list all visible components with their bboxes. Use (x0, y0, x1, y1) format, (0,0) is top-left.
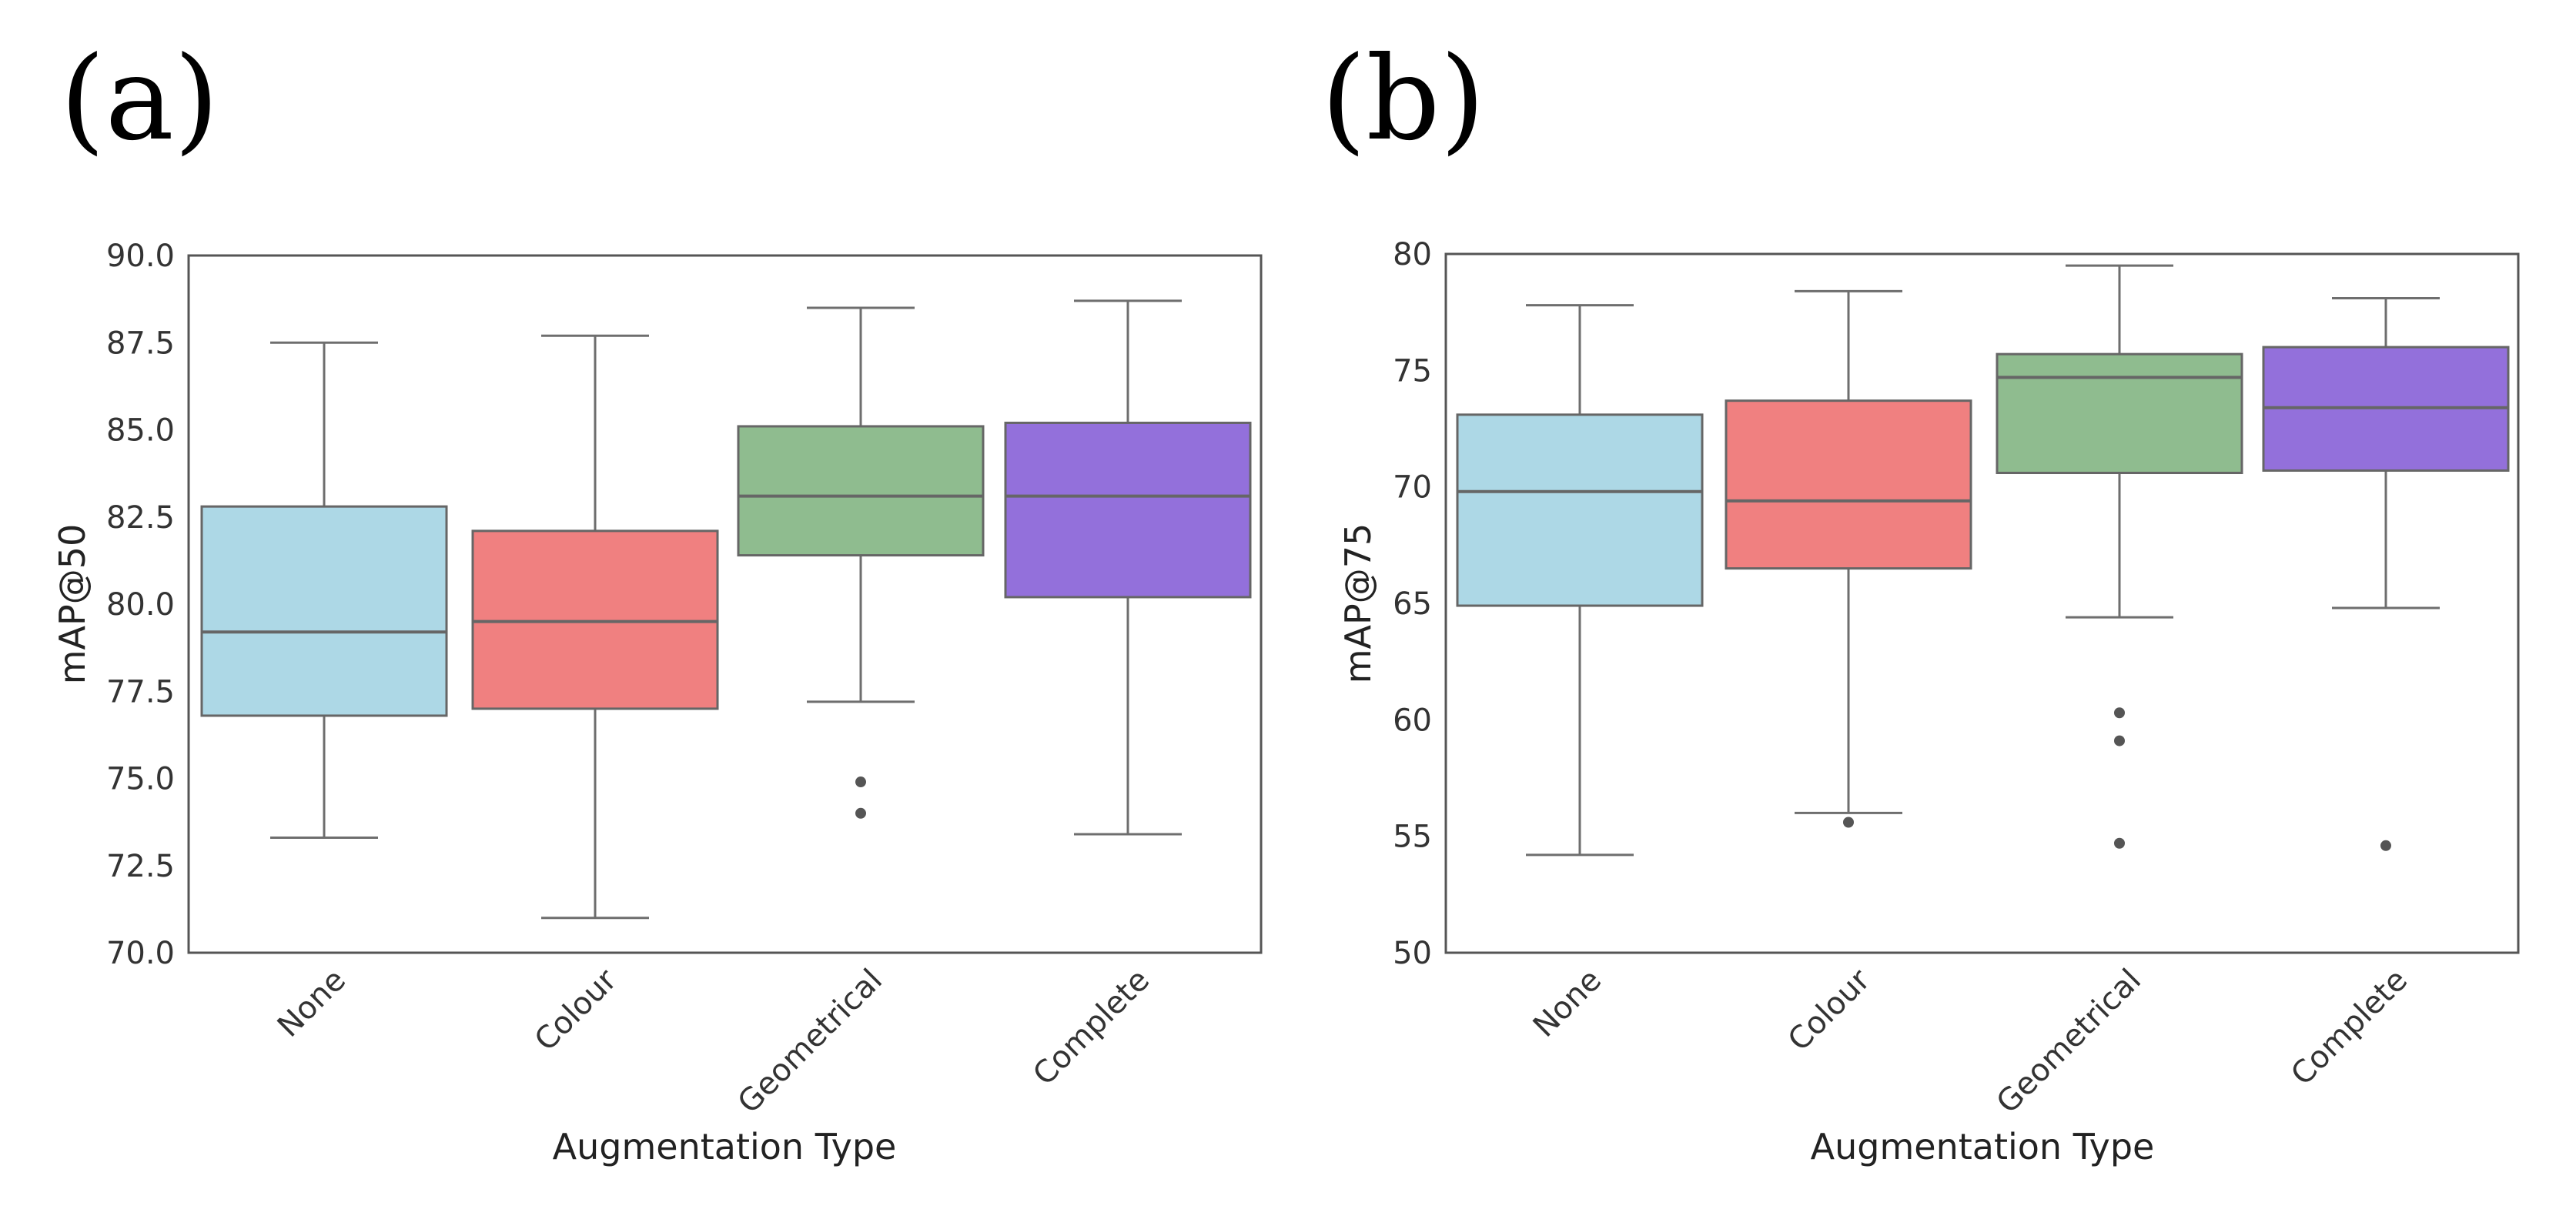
panel-b-y-tick-label: 50 (1393, 936, 1432, 971)
panel-a-x-ticks: None Colour Geometrical Complete (271, 962, 1156, 1120)
panel-b: (b) 50 55 60 65 70 75 80 None Colour Geometrical… (1321, 32, 2520, 1167)
outlier-point (855, 776, 866, 788)
panel-b-y-tick-label: 75 (1393, 353, 1432, 389)
panel-a-boxes (200, 299, 1252, 920)
outlier-point (2114, 837, 2125, 849)
panel-a-y-tick-label: 82.5 (106, 500, 175, 536)
panel-b-box-complete (2262, 297, 2510, 851)
iqr-box (471, 529, 719, 710)
outlier-point (1843, 817, 1854, 828)
panel-a-plot-frame (187, 254, 1263, 954)
panel-a-box-colour (471, 334, 719, 920)
panel-a-x-tick-none: None (271, 963, 353, 1044)
outlier-point (2114, 735, 2125, 746)
panel-b-x-tick-colour: Colour (1781, 962, 1878, 1058)
iqr-box (1996, 352, 2243, 475)
panel-a-box-none (200, 341, 448, 840)
panel-a-y-axis-label: mAP@50 (52, 524, 93, 685)
panel-b-x-tick-geometrical: Geometrical (1990, 963, 2148, 1120)
iqr-box (1725, 399, 1972, 570)
panel-b-x-tick-complete: Complete (2284, 963, 2414, 1093)
panel-a-y-tick-label: 87.5 (106, 326, 175, 361)
outlier-point (2114, 707, 2125, 719)
panel-a-y-ticks: 70.0 72.5 75.0 77.5 80.0 82.5 85.0 87.5 90.0 (106, 239, 175, 971)
outlier-point (2380, 840, 2391, 851)
panel-a-x-tick-geometrical: Geometrical (731, 963, 889, 1120)
iqr-box (1456, 413, 1704, 607)
iqr-box (737, 425, 985, 557)
panel-a-x-tick-colour: Colour (528, 962, 624, 1058)
panel-b-box-none (1456, 304, 1704, 857)
panel-b-y-axis-label: mAP@75 (1337, 523, 1379, 684)
panel-b-x-axis-label: Augmentation Type (1811, 1126, 2155, 1167)
panel-b-y-tick-label: 80 (1393, 237, 1432, 272)
panel-a-y-tick-label: 75.0 (106, 762, 175, 797)
panel-a-label: (a) (60, 32, 219, 166)
panel-a-y-tick-label: 70.0 (106, 936, 175, 971)
panel-a: (a) 70.0 72.5 75.0 77.5 80.0 82.5 85.0 87.5 90.0… (52, 32, 1263, 1167)
panel-b-x-ticks: None Colour Geometrical Complete (1527, 962, 2414, 1120)
panel-a-x-axis-label: Augmentation Type (553, 1126, 897, 1167)
panel-a-box-complete (1004, 299, 1252, 836)
panel-b-box-colour (1725, 289, 1972, 828)
panel-a-x-tick-complete: Complete (1026, 963, 1156, 1093)
panel-a-y-tick-label: 80.0 (106, 587, 175, 623)
panel-a-y-tick-label: 77.5 (106, 674, 175, 710)
panel-b-y-tick-label: 60 (1393, 703, 1432, 738)
panel-b-box-geometrical (1996, 264, 2243, 849)
panel-b-boxes (1456, 264, 2510, 857)
panel-b-y-tick-label: 65 (1393, 586, 1432, 622)
panel-b-y-tick-label: 55 (1393, 820, 1432, 855)
iqr-box (1004, 421, 1252, 599)
panel-a-y-tick-label: 85.0 (106, 413, 175, 449)
panel-b-x-tick-none: None (1527, 963, 1608, 1044)
panel-b-y-tick-label: 70 (1393, 470, 1432, 506)
panel-b-plot-frame (1444, 252, 2520, 954)
panel-a-y-tick-label: 90.0 (106, 239, 175, 274)
outlier-point (855, 807, 866, 819)
panel-b-label: (b) (1321, 32, 1485, 166)
iqr-box (200, 505, 448, 717)
panel-a-box-geometrical (737, 306, 985, 819)
panel-b-y-ticks: 50 55 60 65 70 75 80 (1393, 237, 1432, 971)
panel-a-y-tick-label: 72.5 (106, 849, 175, 884)
